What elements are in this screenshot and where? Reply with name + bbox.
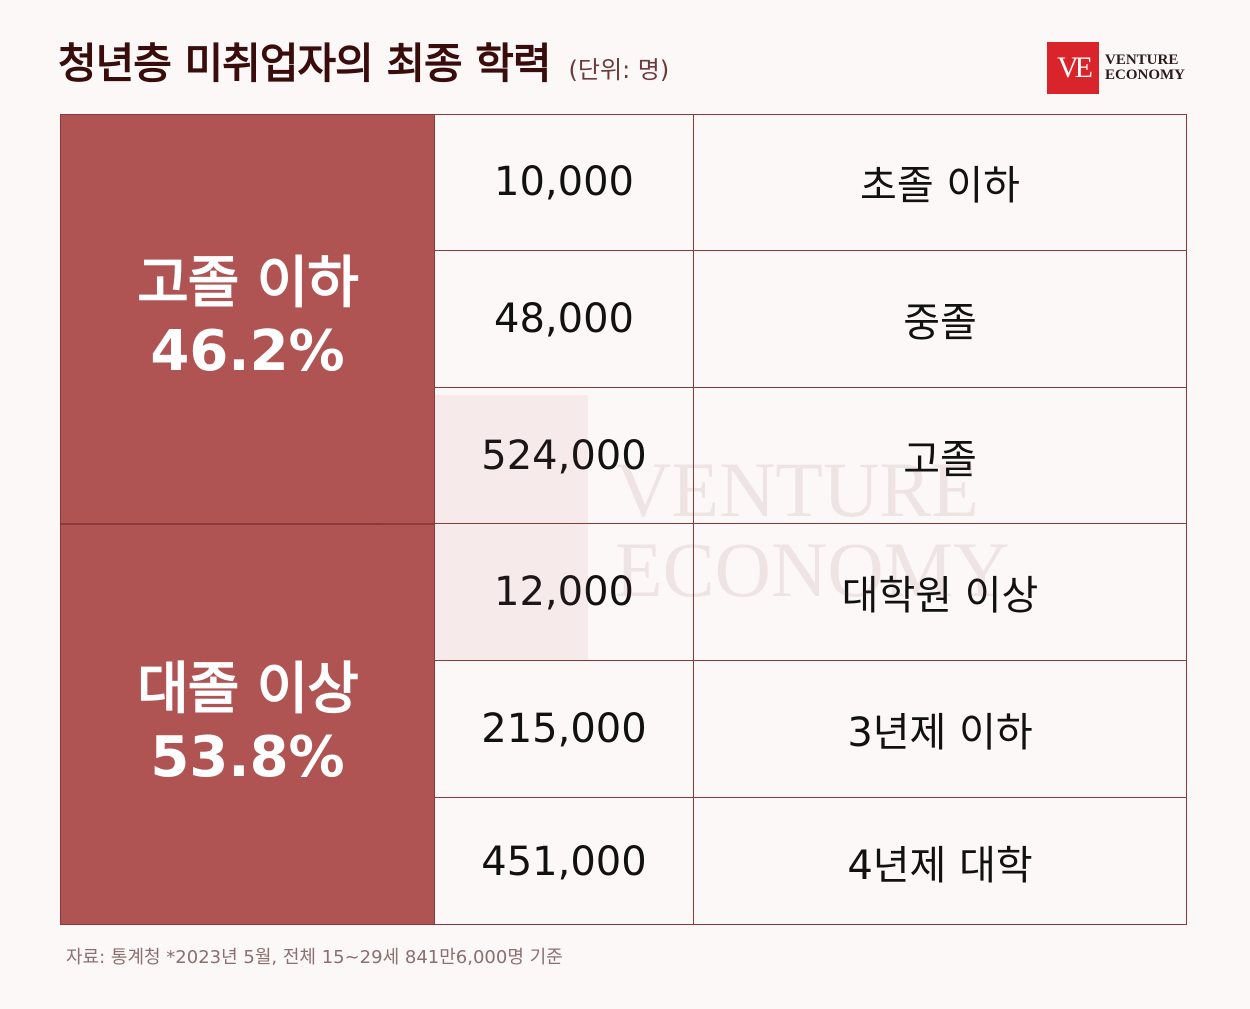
group-label: 대졸 이상 <box>137 656 359 722</box>
table-row: 12,000 대학원 이상 <box>435 524 1187 661</box>
table-row: 10,000 초졸 이하 <box>435 114 1187 251</box>
table-row: 524,000 고졸 <box>435 388 1187 524</box>
logo-text: VENTURE ECONOMY <box>1105 53 1185 83</box>
source-note: 자료: 통계청 *2023년 5월, 전체 15~29세 841만6,000명 … <box>66 947 563 968</box>
group-label: 고졸 이하 <box>137 251 359 316</box>
table-row: 48,000 중졸 <box>435 251 1187 388</box>
count-cell: 524,000 <box>435 388 694 523</box>
count-cell: 12,000 <box>435 524 694 660</box>
header: 청년층 미취업자의 최종 학력 (단위: 명) <box>58 30 669 100</box>
education-table: 고졸 이하 46.2% 대졸 이상 53.8% 10,000 초졸 이하 48,… <box>60 114 1187 925</box>
count-cell: 215,000 <box>435 661 694 797</box>
count-cell: 451,000 <box>435 798 694 925</box>
group-percent: 46.2% <box>150 319 345 384</box>
education-cell: 고졸 <box>694 388 1187 523</box>
education-cell: 대학원 이상 <box>694 524 1187 660</box>
group-percent: 53.8% <box>150 724 345 790</box>
count-cell: 10,000 <box>435 114 694 250</box>
table-row: 215,000 3년제 이하 <box>435 661 1187 798</box>
logo-line-2: ECONOMY <box>1105 67 1185 83</box>
brand-logo: VE VENTURE ECONOMY <box>1047 42 1185 94</box>
education-cell: 4년제 대학 <box>694 798 1187 925</box>
education-cell: 초졸 이하 <box>694 114 1187 250</box>
page-title: 청년층 미취업자의 최종 학력 <box>58 39 552 88</box>
group-college-or-more: 대졸 이상 53.8% <box>60 524 435 925</box>
unit-label: (단위: 명) <box>568 56 670 84</box>
count-cell: 48,000 <box>435 251 694 387</box>
education-cell: 중졸 <box>694 251 1187 387</box>
logo-line-1: VENTURE <box>1105 52 1179 68</box>
table-row: 451,000 4년제 대학 <box>435 798 1187 925</box>
group-high-school-or-less: 고졸 이하 46.2% <box>60 114 435 524</box>
education-cell: 3년제 이하 <box>694 661 1187 797</box>
logo-mark-icon: VE <box>1047 42 1099 94</box>
